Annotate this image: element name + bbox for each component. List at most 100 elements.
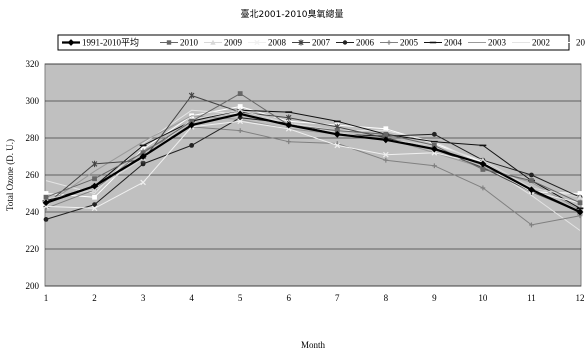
data-point (188, 92, 195, 99)
x-tick-label: 11 (527, 293, 536, 303)
series-line (45, 112, 581, 214)
legend-item: 2007 (292, 38, 331, 48)
data-point (342, 40, 348, 45)
x-tick-label: 9 (432, 293, 437, 303)
data-point (577, 200, 583, 206)
legend-item: 2005 (380, 38, 419, 48)
x-tick-label: 3 (141, 293, 146, 303)
data-point (43, 191, 49, 196)
data-point (333, 130, 341, 138)
data-point (285, 121, 293, 129)
data-point (67, 39, 75, 46)
legend: 1991-2010平均 2010 2009 2008 2007 2006 2005 2004 2… (57, 34, 585, 51)
x-tick-label: 12 (576, 293, 585, 303)
data-point (480, 167, 486, 172)
data-point (166, 40, 172, 45)
data-point (237, 107, 244, 113)
data-point (334, 128, 340, 133)
data-point (43, 217, 49, 222)
legend-item: 2002 (512, 38, 550, 48)
data-point (383, 126, 389, 132)
data-point (382, 151, 389, 158)
data-point (382, 136, 390, 144)
data-point (189, 118, 195, 124)
legend-item: 2006 (336, 38, 375, 48)
x-tick-label: 6 (286, 293, 291, 303)
x-tick-label: 10 (478, 293, 488, 303)
legend-label: 2005 (400, 38, 419, 48)
data-point (431, 163, 437, 169)
data-point (139, 153, 147, 160)
data-point (140, 150, 146, 156)
legend-item: 2009 (204, 38, 243, 48)
data-point (237, 128, 243, 133)
data-point (43, 203, 49, 210)
data-point (188, 121, 196, 129)
chart-title: 臺北2001-2010臭氧總量 (240, 8, 343, 20)
data-point (529, 172, 534, 178)
data-point (43, 194, 49, 200)
data-point (431, 131, 437, 137)
data-point (236, 110, 244, 118)
legend-label: 2006 (356, 38, 375, 48)
data-point (529, 178, 534, 183)
series-line (45, 115, 581, 211)
legend-item: 2001 (556, 38, 585, 48)
data-point (140, 179, 146, 186)
data-point (237, 118, 244, 125)
x-tick-label: 5 (238, 293, 243, 303)
series-line (45, 109, 581, 209)
legend-label: 2008 (268, 38, 287, 48)
data-point (91, 205, 98, 212)
y-tick-label: 320 (26, 59, 40, 69)
y-tick-label: 280 (26, 133, 40, 143)
data-point (529, 222, 534, 228)
data-point (298, 39, 304, 46)
data-point (562, 40, 568, 45)
data-point (91, 160, 98, 168)
legend-label: 2004 (444, 38, 463, 48)
data-point (577, 191, 583, 196)
y-tick-label: 200 (26, 281, 40, 291)
x-tick-label: 8 (384, 293, 389, 303)
data-point (480, 157, 486, 163)
data-point (237, 104, 243, 109)
legend-label: 2010 (180, 38, 199, 48)
data-point (480, 185, 486, 191)
data-point (383, 131, 389, 137)
data-point (237, 115, 243, 121)
data-point (386, 40, 392, 45)
data-point (254, 39, 260, 46)
data-point (140, 161, 146, 167)
series-1991-2010平均 (42, 110, 584, 216)
legend-item: 2008 (248, 38, 287, 48)
y-tick-label: 220 (26, 244, 40, 254)
y-tick-labels: 200 220 240 260 280 300 320 (26, 59, 40, 291)
legend-item: 2003 (468, 38, 507, 48)
series-2003 (45, 115, 581, 211)
data-point (91, 182, 98, 190)
data-point (285, 114, 292, 121)
data-point (577, 194, 583, 200)
y-tick-label: 240 (26, 207, 40, 217)
legend-item: 2004 (424, 38, 463, 48)
data-point (383, 157, 389, 163)
legend-label: 1991-2010平均 (82, 37, 139, 48)
x-tick-label: 4 (189, 293, 194, 303)
data-point (92, 194, 97, 200)
legend-label: 2002 (532, 38, 550, 48)
data-point (189, 143, 195, 148)
data-point (92, 202, 97, 208)
series-layer (42, 91, 584, 231)
legend-label: 2007 (312, 38, 331, 48)
y-axis-title: Total Ozone (D. U.) (5, 139, 15, 211)
data-point (479, 160, 487, 168)
x-tick-label: 2 (92, 293, 97, 303)
y-tick-label: 260 (26, 170, 40, 180)
data-point (42, 199, 50, 207)
data-point (91, 186, 98, 193)
data-point (576, 208, 584, 216)
data-point (237, 91, 243, 96)
series-line (45, 93, 581, 204)
gridlines (45, 63, 581, 287)
